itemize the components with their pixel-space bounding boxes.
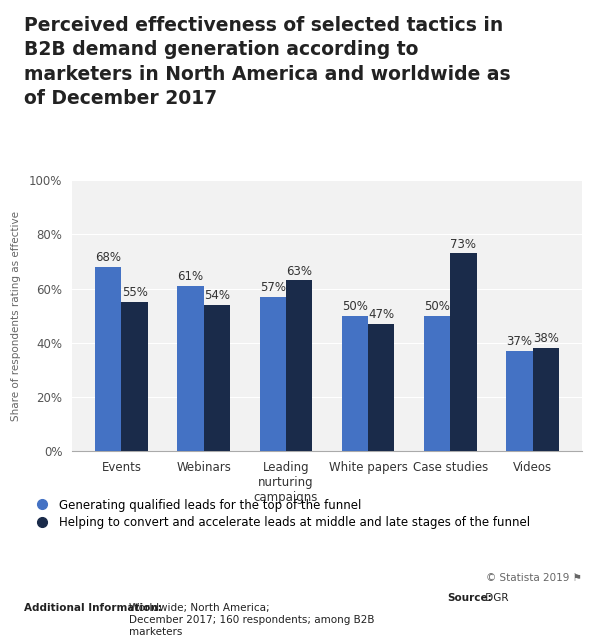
Text: 38%: 38% (533, 332, 559, 345)
Text: 50%: 50% (424, 300, 450, 313)
Bar (260, 297, 286, 451)
Bar (121, 302, 148, 451)
Bar (506, 351, 533, 451)
Bar (203, 305, 230, 451)
Text: 54%: 54% (204, 289, 230, 302)
Text: © Statista 2019 ⚑: © Statista 2019 ⚑ (486, 573, 582, 583)
Text: 47%: 47% (368, 308, 394, 321)
Bar (451, 253, 476, 451)
Bar (533, 348, 559, 451)
Text: 63%: 63% (286, 265, 312, 278)
Bar (286, 280, 312, 451)
Text: DGR: DGR (482, 593, 508, 603)
Text: 68%: 68% (95, 251, 121, 264)
Bar (178, 286, 203, 451)
Legend: Generating qualified leads for the top of the funnel, Helping to convert and acc: Generating qualified leads for the top o… (30, 498, 530, 529)
Text: Worldwide; North America;
December 2017; 160 respondents; among B2B
marketers: Worldwide; North America; December 2017;… (129, 603, 374, 637)
Bar (342, 316, 368, 451)
Bar (424, 316, 451, 451)
Text: Additional Information:: Additional Information: (24, 603, 162, 614)
Text: Perceived effectiveness of selected tactics in
B2B demand generation according t: Perceived effectiveness of selected tact… (24, 16, 511, 108)
Text: 37%: 37% (506, 335, 532, 348)
Bar (95, 267, 121, 451)
Bar (368, 324, 394, 451)
Text: Source:: Source: (447, 593, 492, 603)
Y-axis label: Share of respondents rating as effective: Share of respondents rating as effective (11, 211, 20, 421)
Text: 50%: 50% (342, 300, 368, 313)
Text: 61%: 61% (178, 270, 203, 283)
Text: 55%: 55% (122, 287, 148, 299)
Text: 57%: 57% (260, 281, 286, 294)
Text: 73%: 73% (451, 238, 476, 251)
